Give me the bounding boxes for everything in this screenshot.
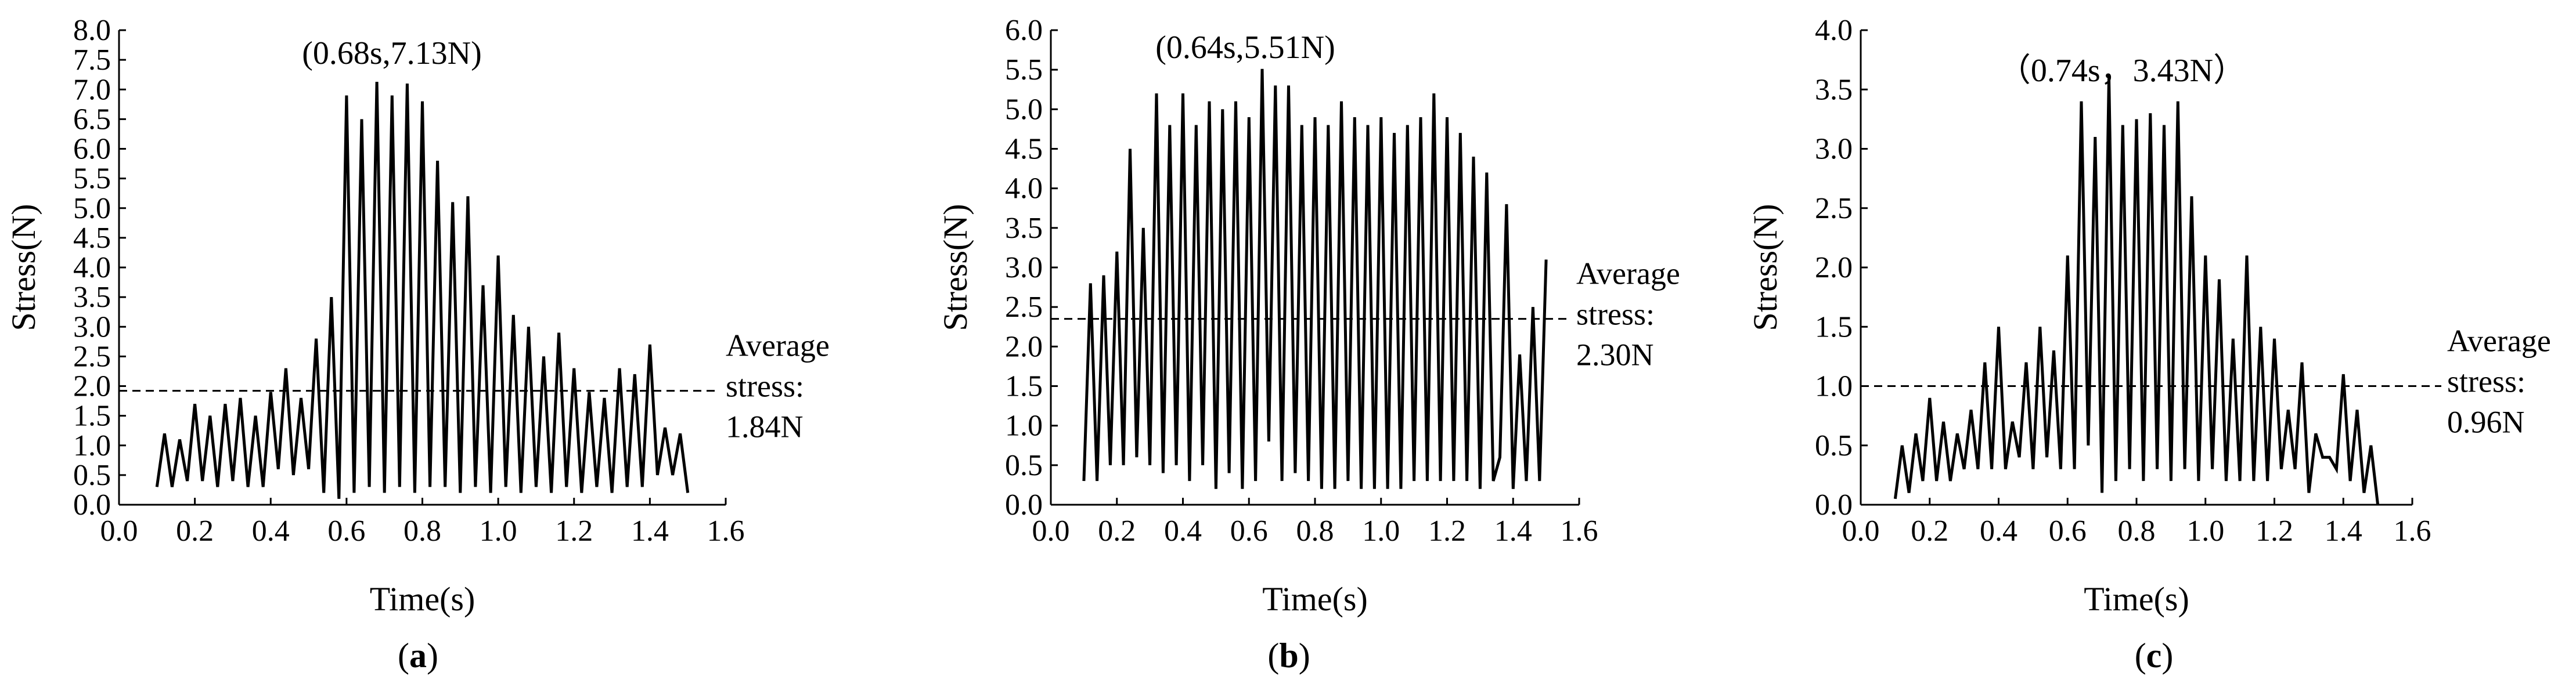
- y-tick-label: 5.5: [1005, 53, 1043, 86]
- x-tick-label: 1.0: [480, 515, 517, 548]
- x-tick-label: 0.2: [176, 515, 214, 548]
- y-tick-label: 2.5: [1815, 192, 1853, 225]
- x-tick-label: 1.2: [1428, 515, 1466, 548]
- y-tick-label: 5.0: [73, 192, 111, 225]
- x-tick-label: 0.4: [1164, 515, 1202, 548]
- x-tick-label: 1.0: [2186, 515, 2224, 548]
- y-axis-title: Stress(N): [936, 204, 974, 331]
- average-stress-label: 2.30N: [1576, 338, 1654, 372]
- y-tick-label: 6.5: [73, 103, 111, 136]
- y-tick-label: 1.0: [73, 429, 111, 462]
- panel-label: (a): [398, 636, 438, 675]
- y-tick-label: 6.0: [1005, 14, 1043, 47]
- x-tick-label: 1.4: [2325, 515, 2362, 548]
- y-tick-label: 4.0: [1815, 14, 1853, 47]
- y-tick-label: 4.0: [1005, 172, 1043, 205]
- average-stress-label: Average: [1576, 256, 1680, 291]
- x-tick-label: 0.2: [1098, 515, 1136, 548]
- panel-label: (c): [2135, 636, 2174, 675]
- y-tick-label: 2.0: [1815, 251, 1853, 284]
- y-tick-label: 2.0: [73, 370, 111, 403]
- x-tick-label: 0.6: [1230, 515, 1268, 548]
- peak-annotation: （0.74s，3.43N）: [1998, 53, 2246, 89]
- y-tick-label: 3.0: [73, 310, 111, 343]
- x-tick-label: 1.6: [707, 515, 745, 548]
- average-stress-label: Average: [726, 328, 830, 363]
- y-axis-title: Stress(N): [5, 204, 42, 331]
- x-tick-label: 0.8: [1296, 515, 1334, 548]
- average-stress-label: Average: [2447, 324, 2551, 359]
- y-tick-label: 6.0: [73, 133, 111, 166]
- x-tick-label: 0.4: [1980, 515, 2017, 548]
- x-tick-label: 0.8: [403, 515, 441, 548]
- x-tick-label: 0.0: [1032, 515, 1070, 548]
- y-tick-label: 0.5: [1005, 449, 1043, 482]
- x-tick-label: 1.4: [1494, 515, 1532, 548]
- y-tick-label: 1.5: [1005, 370, 1043, 403]
- y-tick-label: 1.0: [1005, 410, 1043, 443]
- y-tick-label: 3.5: [1005, 212, 1043, 245]
- y-axis-title: Stress(N): [1746, 204, 1784, 331]
- panel-label: (b): [1267, 636, 1310, 675]
- y-tick-label: 3.5: [1815, 73, 1853, 106]
- y-tick-label: 5.5: [73, 162, 111, 196]
- x-tick-label: 0.6: [327, 515, 365, 548]
- y-tick-label: 0.0: [1005, 488, 1043, 522]
- x-axis-title: Time(s): [2084, 580, 2189, 618]
- stress-series-line: [1893, 77, 2380, 505]
- peak-annotation: (0.64s,5.51N): [1155, 30, 1335, 66]
- y-tick-label: 2.0: [1005, 330, 1043, 363]
- y-tick-label: 3.0: [1815, 133, 1853, 166]
- stress-series-line: [1082, 68, 1548, 489]
- x-tick-label: 0.0: [1842, 515, 1880, 548]
- y-tick-label: 0.5: [73, 459, 111, 492]
- x-axis-title: Time(s): [370, 580, 475, 618]
- x-axis-title: Time(s): [1262, 580, 1368, 618]
- peak-annotation: (0.68s,7.13N): [302, 35, 482, 71]
- y-tick-label: 4.0: [73, 251, 111, 284]
- x-tick-label: 0.4: [252, 515, 290, 548]
- x-tick-label: 1.2: [555, 515, 593, 548]
- x-tick-label: 0.8: [2118, 515, 2156, 548]
- average-stress-label: stress:: [2447, 364, 2525, 399]
- y-tick-label: 7.0: [73, 73, 111, 106]
- y-tick-label: 2.5: [73, 340, 111, 373]
- y-tick-label: 1.5: [73, 400, 111, 433]
- x-tick-label: 1.0: [1362, 515, 1400, 548]
- y-tick-label: 0.5: [1815, 429, 1853, 462]
- chart-panel-a: 0.00.51.01.52.02.53.03.54.04.55.05.56.06…: [5, 14, 830, 675]
- x-tick-label: 1.6: [2394, 515, 2431, 548]
- y-tick-label: 0.0: [1815, 488, 1853, 522]
- x-tick-label: 0.6: [2049, 515, 2087, 548]
- y-tick-label: 4.5: [73, 222, 111, 255]
- y-tick-label: 4.5: [1005, 133, 1043, 166]
- y-tick-label: 3.0: [1005, 251, 1043, 284]
- x-tick-label: 1.4: [631, 515, 669, 548]
- chart-panel-b: 0.0 0.5 1.0 1.5 2.0 2.5 3.0 3.5 4.0 4.5 5.0 5.5 6.0 0…: [936, 14, 1680, 675]
- x-tick-label: 0.2: [1911, 515, 1948, 548]
- chart-panel-c: 0.0 0.5 1.0 1.5 2.0 2.5 3.0 3.5 4.0 0.0 0.2 0.4 0.6 0…: [1746, 14, 2551, 675]
- y-tick-label: 1.5: [1815, 310, 1853, 343]
- x-tick-label: 1.6: [1561, 515, 1598, 548]
- stress-series-line: [155, 81, 690, 499]
- x-tick-label: 1.2: [2256, 515, 2293, 548]
- y-tick-label: 2.5: [1005, 291, 1043, 324]
- y-tick-label: 8.0: [73, 14, 111, 47]
- average-stress-label: stress:: [1576, 297, 1655, 332]
- y-tick-label: 1.0: [1815, 370, 1853, 403]
- x-tick-label: 0.0: [100, 515, 138, 548]
- average-stress-label: stress:: [726, 369, 804, 404]
- average-stress-label: 0.96N: [2447, 405, 2525, 440]
- y-tick-label: 5.0: [1005, 93, 1043, 126]
- y-tick-label: 3.5: [73, 281, 111, 314]
- y-tick-label: 7.5: [73, 44, 111, 77]
- average-stress-label: 1.84N: [726, 410, 804, 444]
- y-tick-label: 0.0: [73, 488, 111, 522]
